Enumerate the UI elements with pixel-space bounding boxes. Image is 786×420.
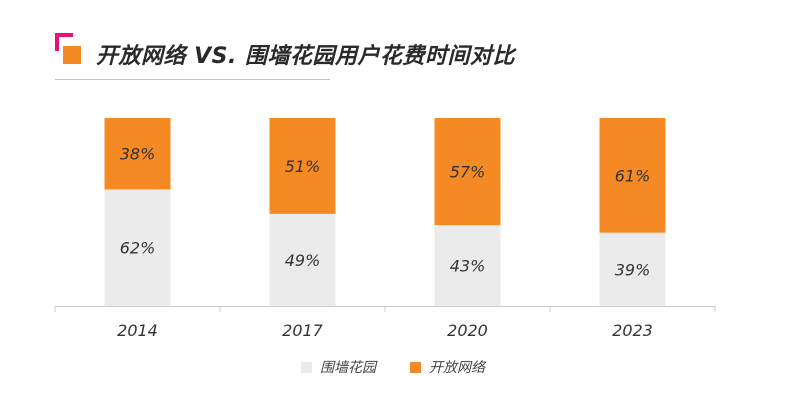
legend-label-open-web: 开放网络 — [429, 360, 485, 376]
x-tick-label: 2014 — [117, 321, 158, 340]
chart-title: 开放网络 VS. 围墙花园用户花费时间对比 — [96, 44, 516, 69]
chart-legend: 围墙花园 开放网络 — [0, 357, 786, 377]
bar-segment-walled-garden — [104, 189, 171, 306]
bar-segment-walled-garden — [269, 213, 336, 306]
bar-segment-walled-garden — [599, 232, 666, 306]
title-accent-icon — [55, 33, 81, 65]
legend-swatch-walled-garden — [301, 361, 312, 373]
bar-segment-open-web — [269, 118, 336, 214]
legend-swatch-open-web — [410, 361, 421, 373]
title-underline — [55, 79, 330, 80]
data-label: 57% — [450, 163, 486, 182]
bar-segment-walled-garden — [434, 225, 501, 306]
data-label: 43% — [450, 257, 486, 276]
bar-segment-open-web — [599, 118, 666, 233]
data-label: 38% — [120, 145, 156, 164]
legend-item-walled-garden: 围墙花园 — [301, 357, 376, 377]
legend-item-open-web: 开放网络 — [410, 357, 485, 377]
data-label: 62% — [120, 239, 156, 258]
bar-segment-open-web — [434, 118, 501, 226]
data-label: 49% — [285, 251, 321, 270]
legend-label-walled-garden: 围墙花园 — [320, 360, 376, 376]
data-label: 51% — [285, 157, 321, 176]
x-tick-label: 2017 — [282, 321, 324, 340]
data-label: 61% — [615, 166, 651, 185]
x-tick-label: 2020 — [447, 321, 488, 340]
x-tick-label: 2023 — [612, 321, 653, 340]
data-label: 39% — [615, 260, 651, 279]
bar-segment-open-web — [104, 118, 171, 190]
